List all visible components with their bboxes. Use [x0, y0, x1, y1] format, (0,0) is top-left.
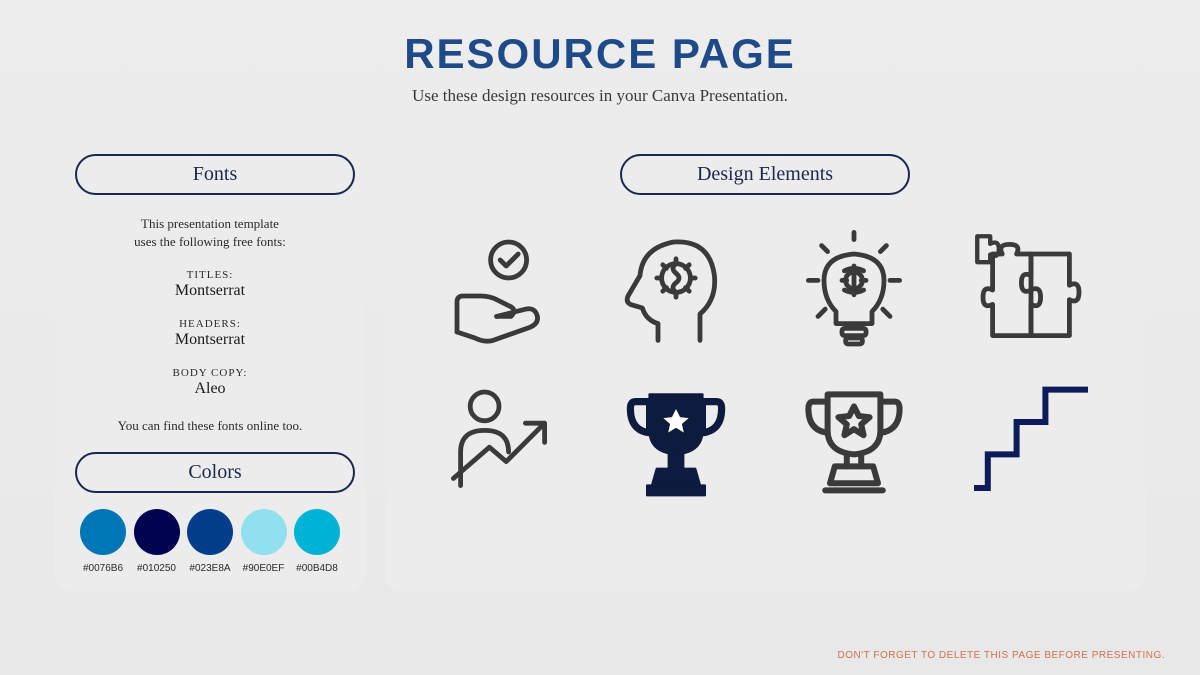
font-label: TITLES:	[75, 269, 345, 281]
swatch-circle	[134, 509, 180, 555]
footer-note: DON'T FORGET TO DELETE THIS PAGE BEFORE …	[838, 650, 1165, 661]
swatch-circle	[187, 509, 233, 555]
font-name: Aleo	[75, 380, 345, 398]
swatch-label: #023E8A	[184, 563, 236, 574]
hand-check-icon	[435, 230, 563, 350]
swatch-item: #0076B6	[77, 509, 129, 574]
swatch-item: #90E0EF	[238, 509, 290, 574]
swatch-item: #010250	[131, 509, 183, 574]
font-group-titles: TITLES: Montserrat	[75, 269, 345, 300]
swatch-label: #0076B6	[77, 563, 129, 574]
swatch-label: #010250	[131, 563, 183, 574]
fonts-intro-line2: uses the following free fonts:	[134, 234, 286, 249]
trophy-filled-icon	[613, 380, 741, 500]
person-growth-icon	[435, 380, 563, 500]
fonts-intro: This presentation template uses the foll…	[75, 215, 345, 251]
font-group-body: BODY COPY: Aleo	[75, 367, 345, 398]
swatch-circle	[294, 509, 340, 555]
swatch-item: #00B4D8	[291, 509, 343, 574]
puzzle-icon	[968, 230, 1096, 350]
fonts-note: You can find these fonts online too.	[75, 418, 345, 434]
head-brain-gear-icon	[613, 230, 741, 350]
font-group-headers: HEADERS: Montserrat	[75, 318, 345, 349]
font-label: HEADERS:	[75, 318, 345, 330]
fonts-badge: Fonts	[75, 154, 355, 195]
left-panel: Fonts This presentation template uses th…	[55, 136, 365, 592]
swatch-circle	[80, 509, 126, 555]
icon-grid	[425, 230, 1105, 500]
swatch-label: #00B4D8	[291, 563, 343, 574]
color-swatches: #0076B6 #010250 #023E8A #90E0EF #00B4D8	[75, 509, 345, 574]
page-title: RESOURCE PAGE	[0, 0, 1200, 78]
right-panel: Design Elements	[385, 136, 1145, 592]
main-container: Fonts This presentation template uses th…	[0, 106, 1200, 592]
font-name: Montserrat	[75, 282, 345, 300]
font-name: Montserrat	[75, 331, 345, 349]
swatch-item: #023E8A	[184, 509, 236, 574]
swatch-circle	[241, 509, 287, 555]
stairs-icon	[968, 380, 1096, 500]
font-label: BODY COPY:	[75, 367, 345, 379]
design-elements-badge: Design Elements	[620, 154, 910, 195]
page-subtitle: Use these design resources in your Canva…	[0, 86, 1200, 106]
fonts-intro-line1: This presentation template	[141, 216, 279, 231]
lightbulb-gear-icon	[790, 230, 918, 350]
colors-badge: Colors	[75, 452, 355, 493]
trophy-outline-icon	[790, 380, 918, 500]
swatch-label: #90E0EF	[238, 563, 290, 574]
